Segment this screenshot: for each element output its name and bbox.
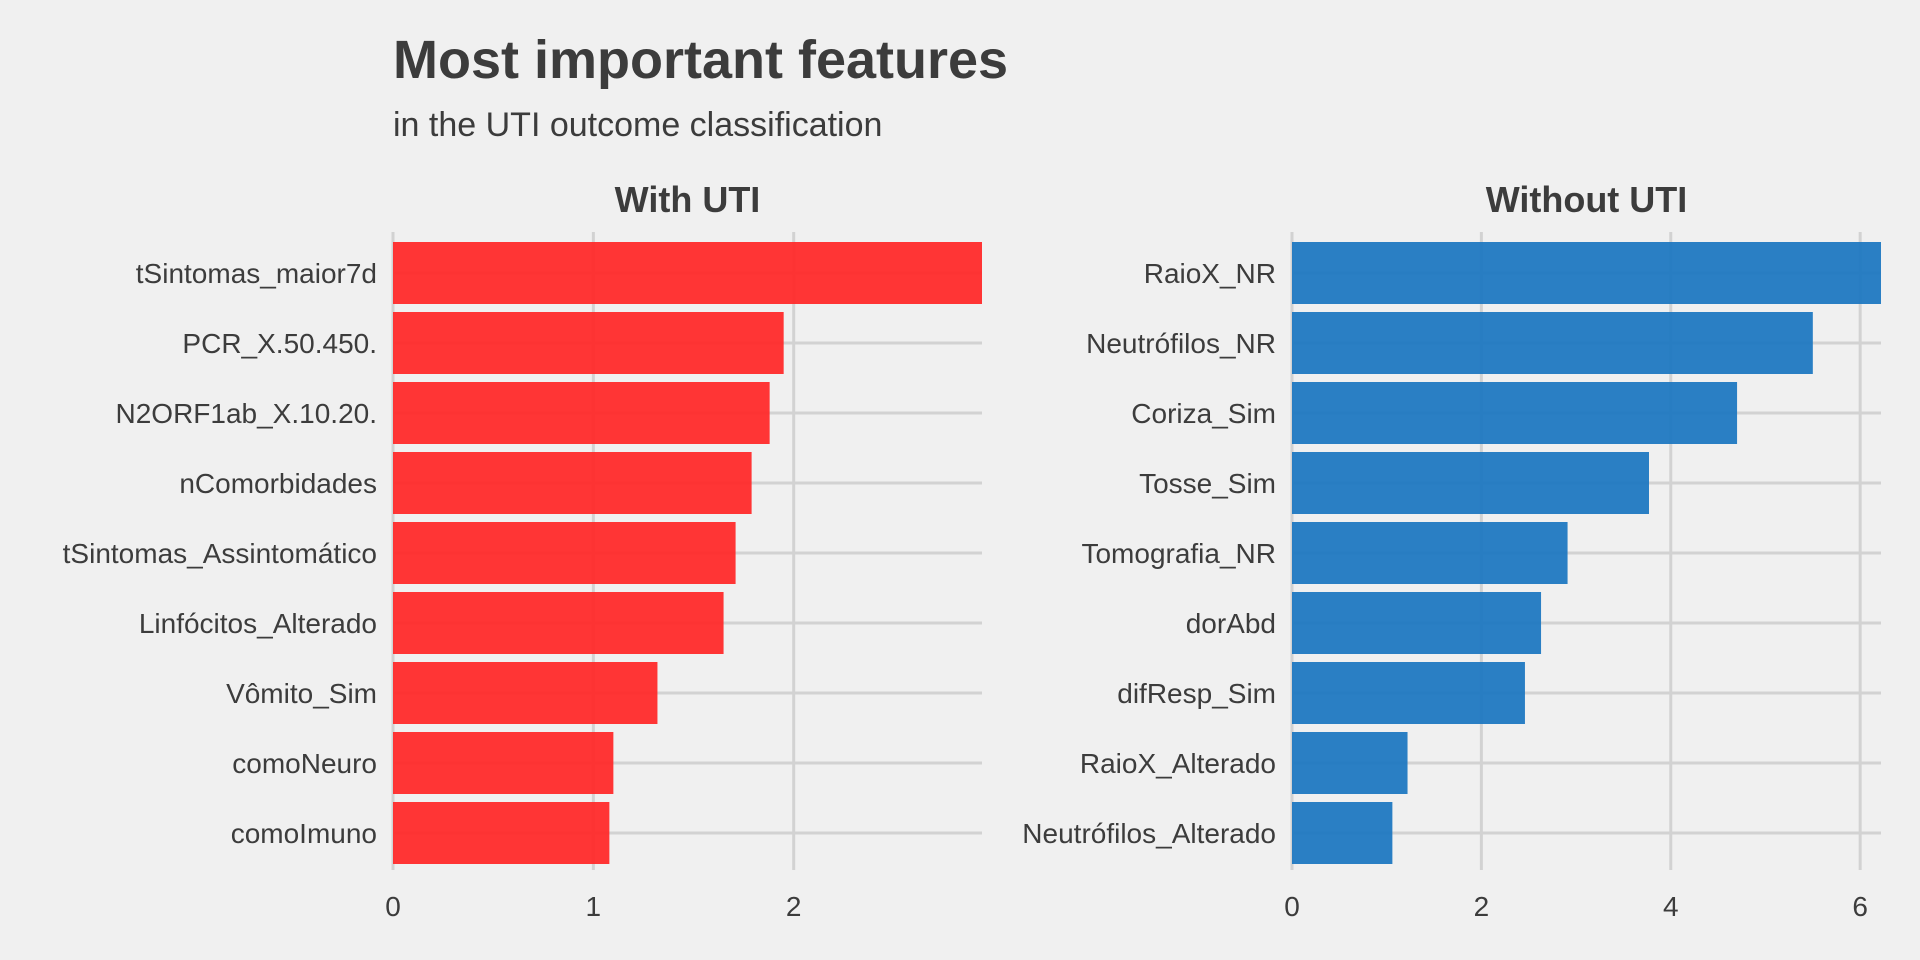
bar (1292, 312, 1813, 374)
category-label: Tomografia_NR (1081, 538, 1276, 569)
bar (1292, 242, 1881, 304)
category-label: N2ORF1ab_X.10.20. (116, 398, 378, 429)
x-tick-label: 0 (1284, 891, 1300, 922)
x-tick-label: 2 (1474, 891, 1490, 922)
category-label: RaioX_Alterado (1080, 748, 1276, 779)
bar (393, 382, 770, 444)
x-tick-label: 2 (786, 891, 802, 922)
bar (1292, 522, 1568, 584)
panel-with-uti: With UTI tSintomas_maior7d PCR_X.50.450. N2… (63, 179, 982, 922)
bar (1292, 802, 1393, 864)
category-label: tSintomas_Assintomático (63, 538, 377, 569)
bar (393, 312, 784, 374)
category-label: comoImuno (231, 818, 377, 849)
x-tick-label: 1 (586, 891, 602, 922)
category-label: dorAbd (1186, 608, 1276, 639)
category-label: Neutrófilos_NR (1086, 328, 1276, 359)
x-tick-label: 6 (1852, 891, 1868, 922)
bar (1292, 382, 1738, 444)
category-label: Neutrófilos_Alterado (1022, 818, 1276, 849)
category-label: comoNeuro (232, 748, 377, 779)
category-label: Coriza_Sim (1131, 398, 1276, 429)
category-label: Tosse_Sim (1139, 468, 1276, 499)
bar (393, 662, 658, 724)
bar (1292, 662, 1525, 724)
category-label: nComorbidades (179, 468, 377, 499)
bar (1292, 732, 1408, 794)
category-label: difResp_Sim (1117, 678, 1276, 709)
bar (393, 522, 736, 584)
bar (393, 732, 614, 794)
x-tick-label: 4 (1663, 891, 1679, 922)
bar (393, 592, 724, 654)
chart-subtitle: in the UTI outcome classification (393, 106, 882, 144)
category-label: RaioX_NR (1144, 258, 1276, 289)
panel-title: With UTI (615, 179, 761, 220)
panel-title: Without UTI (1486, 179, 1688, 220)
x-tick-label: 0 (385, 891, 401, 922)
category-label: tSintomas_maior7d (136, 258, 377, 289)
bar (1292, 592, 1542, 654)
bar (393, 242, 982, 304)
bar (393, 452, 752, 514)
category-label: Linfócitos_Alterado (139, 608, 377, 639)
chart-title: Most important features (393, 30, 1008, 90)
bar (393, 802, 610, 864)
category-label: PCR_X.50.450. (182, 328, 377, 359)
category-label: Vômito_Sim (226, 678, 377, 709)
bar (1292, 452, 1649, 514)
panel-without-uti: Without UTI RaioX_NR Neutrófilos_NR Coriza_… (1022, 179, 1881, 922)
